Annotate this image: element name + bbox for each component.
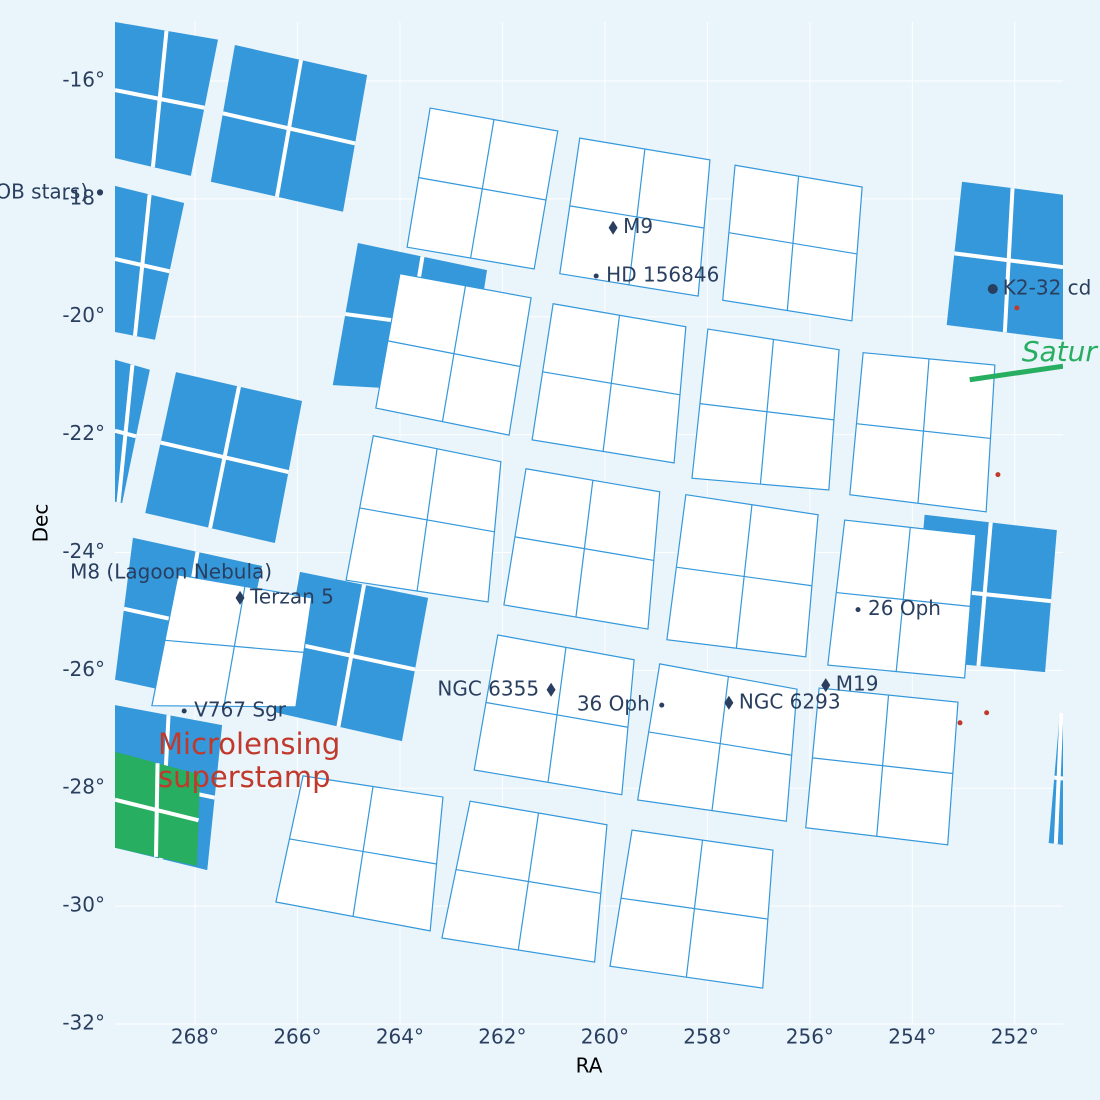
target-label: NGC 6293 [739, 689, 841, 713]
y-tick-label: -22° [62, 421, 105, 445]
module-outline [503, 468, 661, 630]
y-tick-label: -28° [62, 775, 105, 799]
module-filled [115, 185, 185, 340]
target-marker [546, 682, 556, 697]
module-outline [805, 687, 959, 846]
channel-gap [115, 797, 200, 823]
channel-gap [1054, 775, 1063, 781]
y-tick-label: -24° [62, 539, 105, 563]
y-axis-title: Dec [29, 504, 53, 543]
channel-gap [289, 838, 437, 865]
annotation-line: Microlensing [158, 727, 340, 761]
channel-gap [359, 507, 495, 533]
x-tick-label: 268° [171, 1025, 219, 1049]
x-tick-label: 258° [683, 1025, 731, 1049]
target-label: HD 156846 [606, 263, 719, 287]
y-tick-label: -18° [62, 185, 105, 209]
channel-gap [387, 340, 521, 368]
channel-gap [287, 640, 416, 672]
saturn-label: Satur [1022, 335, 1099, 368]
target-marker [987, 284, 998, 295]
target-marker [659, 702, 665, 708]
channel-gap [455, 868, 601, 895]
module-outline [441, 800, 608, 963]
channel-gap [620, 897, 768, 920]
module-outline [691, 328, 840, 491]
channel-gap [699, 403, 835, 421]
channel-gap [164, 639, 304, 653]
x-tick-label: 256° [786, 1025, 834, 1049]
y-tick-label: -26° [62, 657, 105, 681]
y-tick-label: -30° [62, 893, 105, 917]
target-label: M19 [836, 672, 879, 696]
channel-gap [418, 177, 547, 201]
target-label: OB stars) [0, 179, 88, 203]
target-label: M9 [623, 214, 653, 238]
target-label: 36 Oph [577, 692, 650, 716]
x-tick-label: 260° [581, 1025, 629, 1049]
saturn-track [969, 363, 1063, 383]
channel-gap [542, 371, 681, 396]
target-marker [181, 708, 187, 714]
target-label: NGC 6355 [437, 676, 539, 700]
x-tick-label: 252° [991, 1025, 1039, 1049]
channel-gap [954, 251, 1063, 270]
module-outline [151, 574, 313, 708]
channel-gap [514, 536, 654, 562]
channel-gap [569, 205, 705, 229]
y-tick-label: -20° [62, 303, 105, 327]
module-outline [275, 775, 444, 932]
channel-gap [115, 428, 137, 439]
target-marker [724, 695, 734, 710]
point [984, 710, 990, 716]
overlay: Satur M9 HD 156846 K2-32 cd OB stars) M8 (Lag… [0, 179, 1098, 721]
plot-area [115, 22, 1063, 989]
channel-gap [728, 232, 858, 255]
target-label: K2-32 cd [1003, 276, 1092, 300]
point [995, 472, 1001, 478]
module-outline [849, 352, 996, 513]
point [957, 720, 963, 726]
x-tick-label: 254° [888, 1025, 936, 1049]
x-axis-title: RA [576, 1054, 603, 1078]
point [1014, 305, 1020, 311]
channel-gap [115, 256, 171, 274]
channel-gap [856, 423, 991, 440]
channel-gap [812, 757, 953, 775]
target-label: V767 Sgr [194, 698, 287, 722]
channel-gap [836, 591, 971, 607]
channel-gap [648, 731, 792, 756]
target-marker [593, 273, 599, 279]
target-marker [235, 590, 245, 605]
module-outline [609, 829, 774, 989]
channel-gap [160, 440, 289, 474]
x-tick-label: 262° [478, 1025, 526, 1049]
annotation-line: superstamp [158, 760, 331, 794]
target-label: 26 Oph [868, 596, 941, 620]
x-tick-label: 264° [376, 1025, 424, 1049]
channel-gap [115, 88, 205, 110]
target-marker [855, 607, 861, 613]
target-label: M8 (Lagoon Nebula) [70, 560, 272, 584]
target-label: Terzan 5 [249, 584, 334, 608]
y-tick-label: -32° [62, 1011, 105, 1035]
target-marker [608, 220, 618, 235]
y-tick-label: -16° [62, 67, 105, 91]
channel-gap [676, 566, 812, 587]
channel-gap [222, 111, 356, 146]
target-marker [97, 190, 103, 196]
target-marker [821, 678, 831, 693]
channel-gap [485, 701, 629, 728]
x-tick-label: 266° [273, 1025, 321, 1049]
